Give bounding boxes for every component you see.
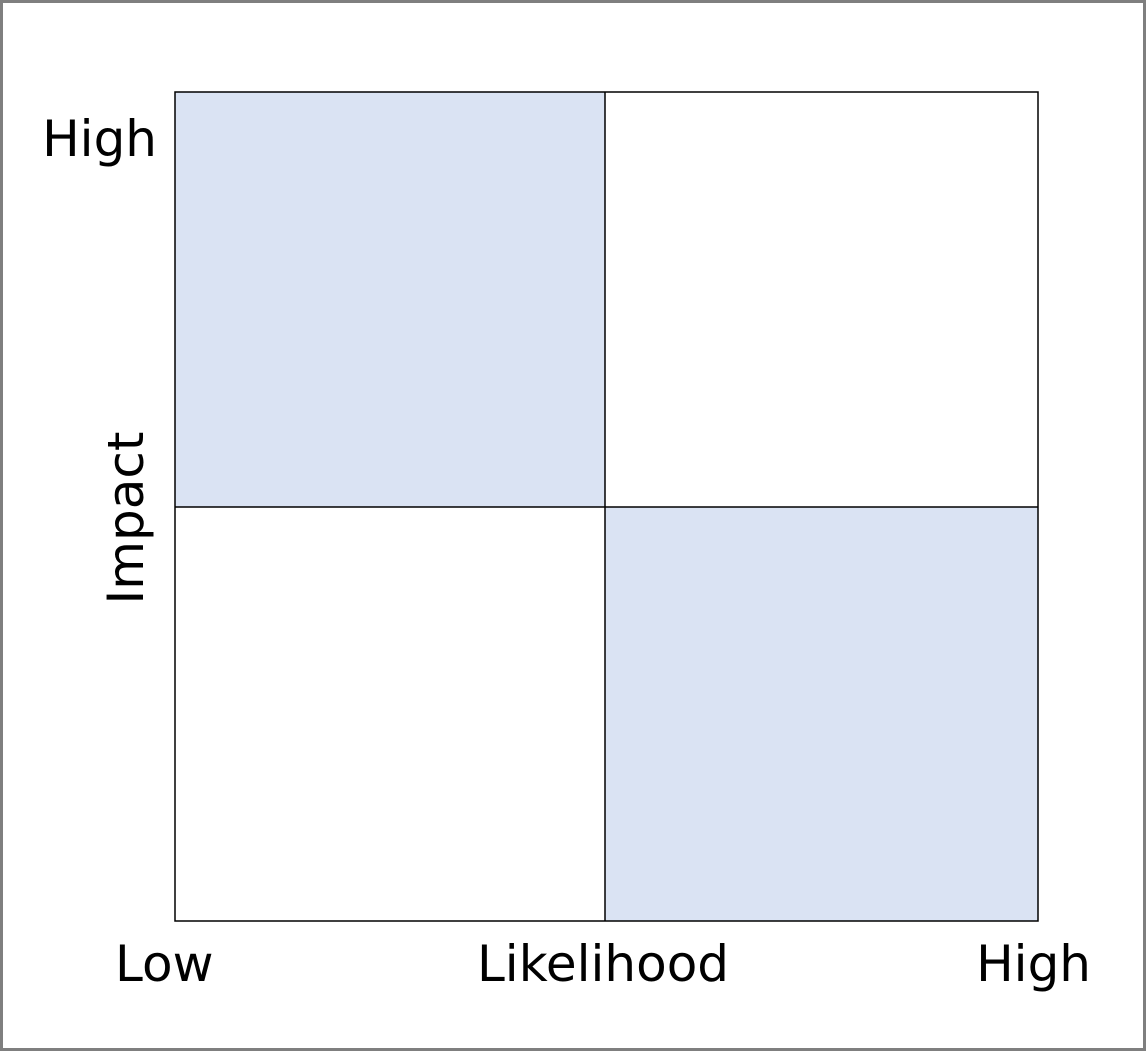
x-axis-high: High bbox=[976, 935, 1091, 993]
y-axis-high: High bbox=[42, 110, 157, 168]
x-axis-low: Low bbox=[115, 935, 213, 993]
quadrant-top-left bbox=[175, 92, 605, 507]
y-axis-label: Impact bbox=[97, 432, 155, 605]
x-axis-label: Likelihood bbox=[477, 935, 729, 993]
quadrant-bottom-right bbox=[605, 507, 1038, 921]
